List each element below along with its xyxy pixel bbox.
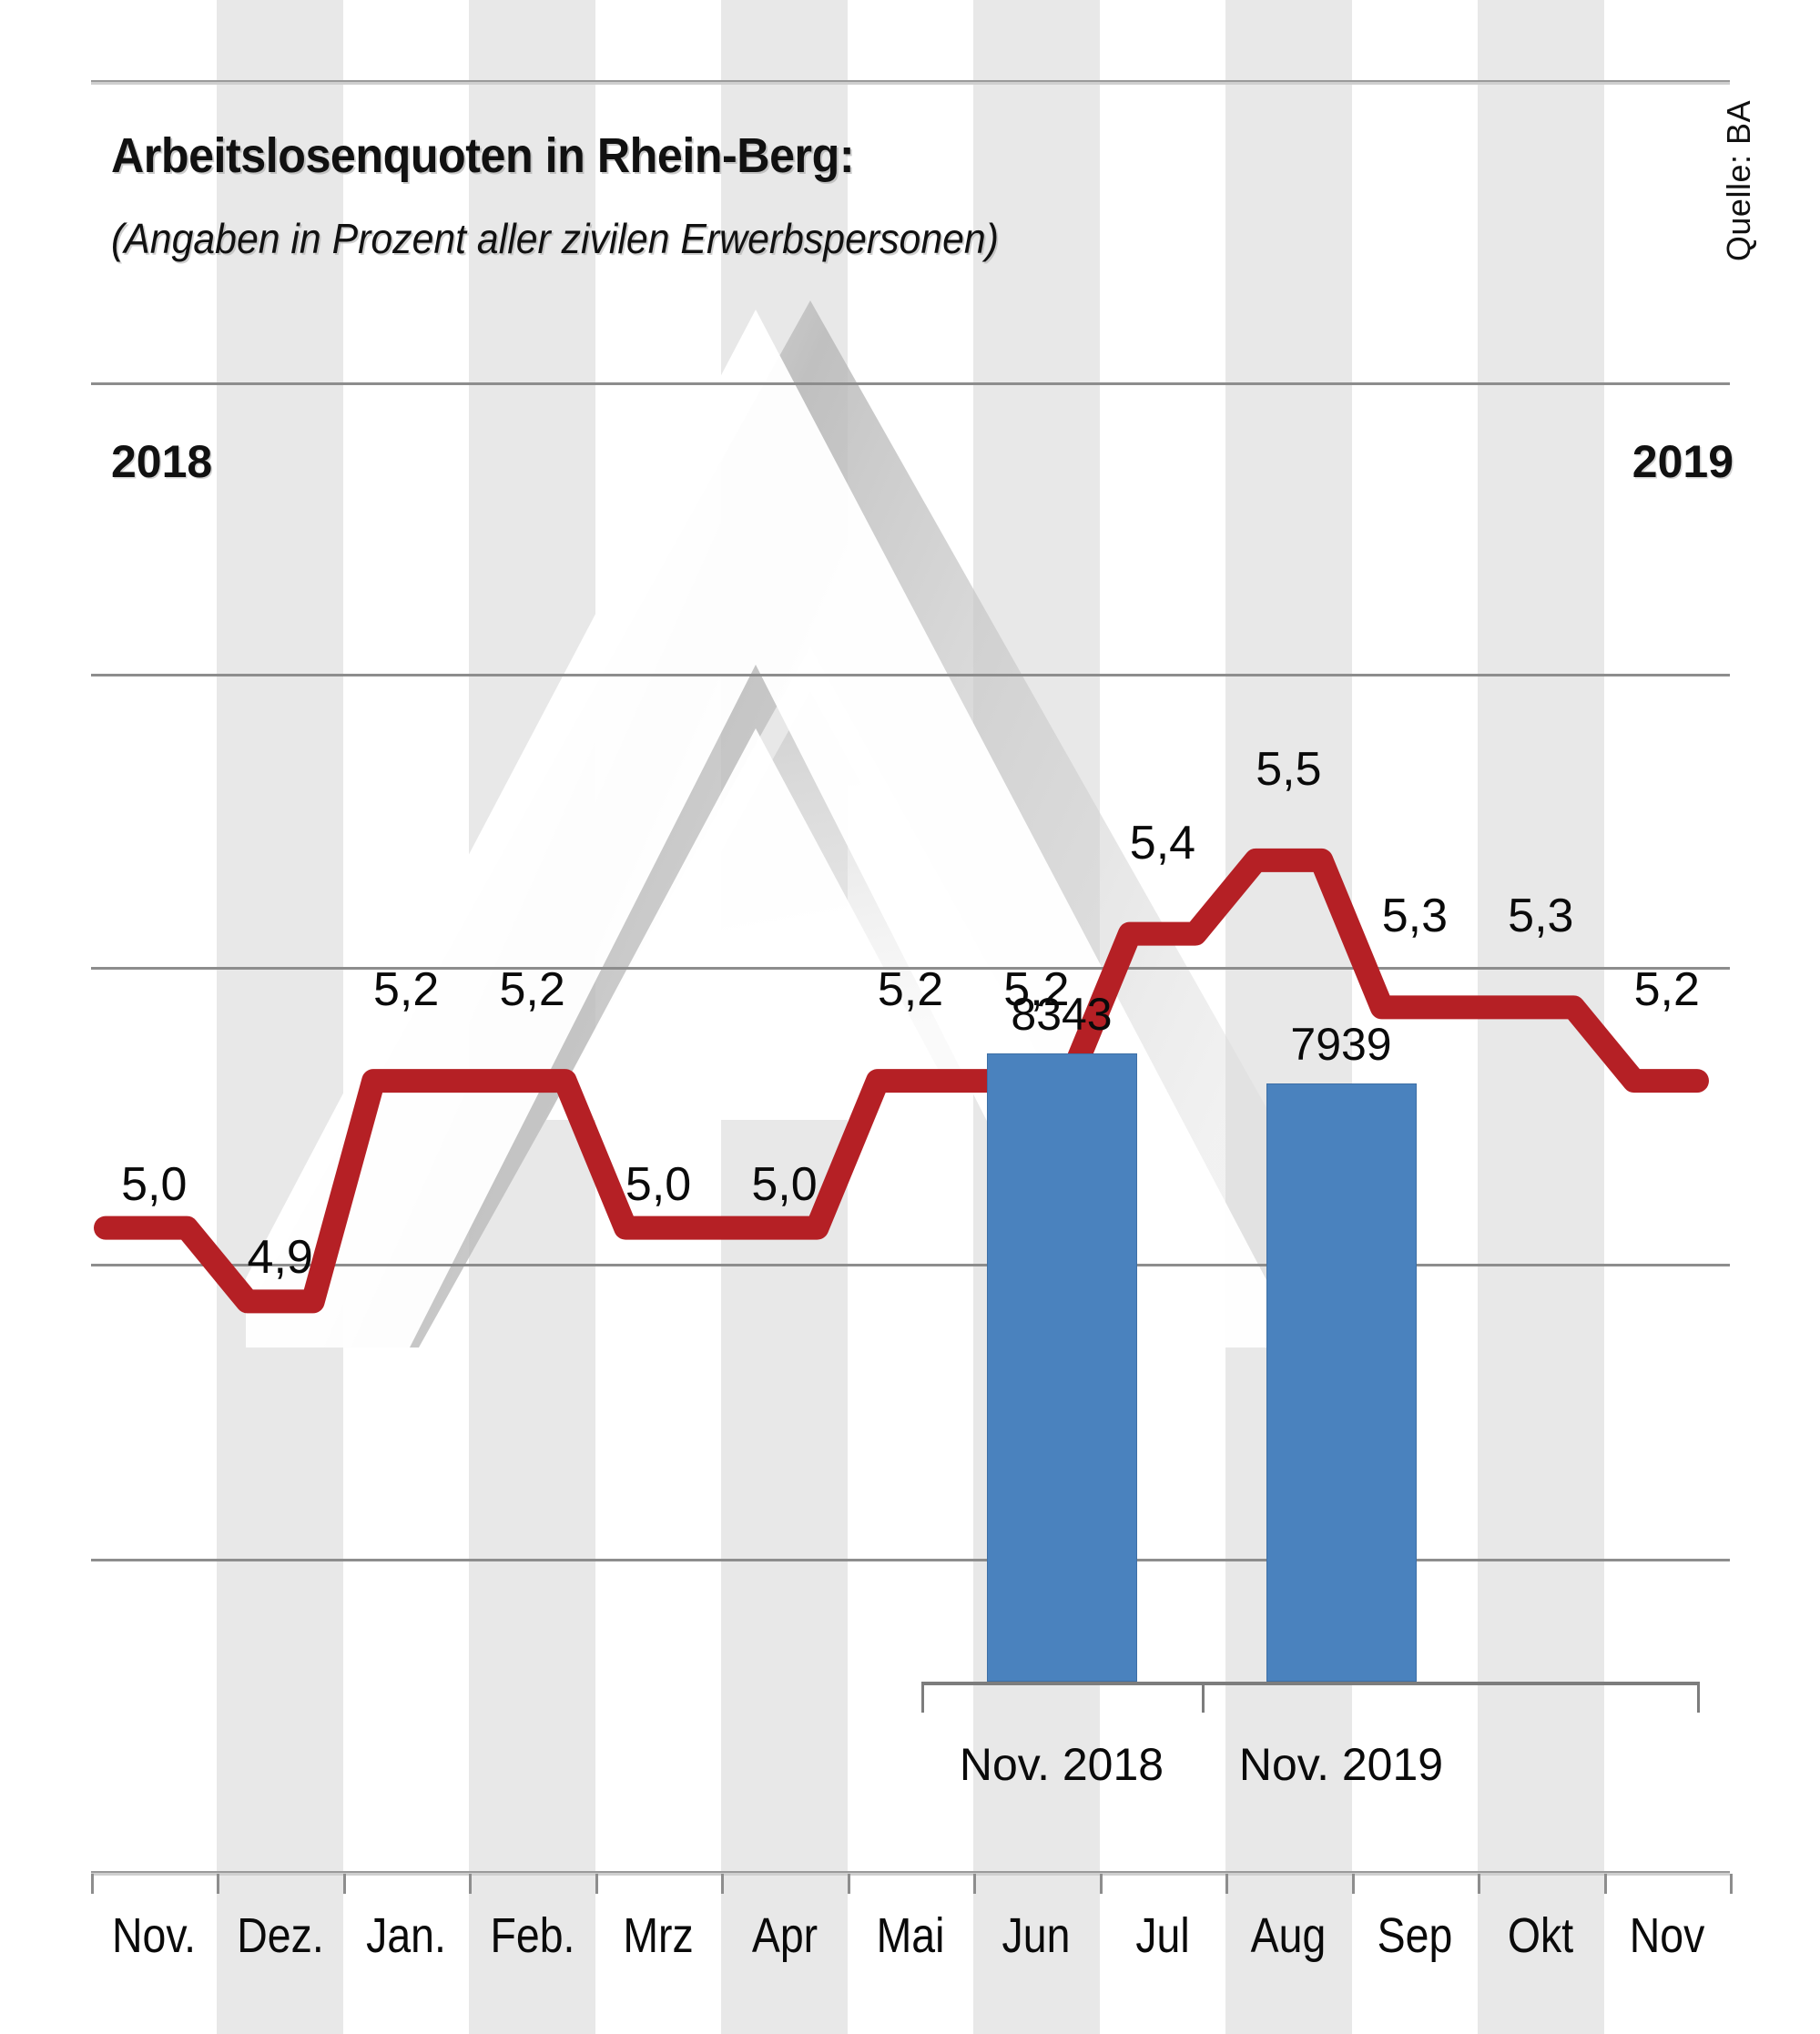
x-axis-tick [1478,1874,1481,1894]
line-value-label: 4,9 [247,1231,313,1285]
background-band [1225,0,1352,2034]
x-axis-tick [217,1874,220,1894]
line-value-label: 5,4 [1129,816,1196,870]
x-axis-tick [1603,1874,1607,1894]
source-label: Quelle: BA [1720,100,1757,262]
line-value-label: 5,2 [1003,963,1070,1017]
x-axis-label: Nov [1629,1908,1705,1963]
x-axis-label: Aug [1251,1908,1327,1963]
line-value-label: 5,3 [1381,890,1448,943]
background-band [721,0,848,2034]
line-value-label: 5,5 [1256,742,1322,796]
gridline-2 [91,674,1730,676]
gridline-5 [91,1559,1730,1561]
x-axis-tick [721,1874,725,1894]
bar-value-label: 8343 [1011,989,1113,1040]
background-band [1478,0,1604,2034]
x-axis-label: Sep [1377,1908,1453,1963]
x-axis-label: Okt [1508,1908,1574,1963]
line-value-label: 5,2 [499,963,565,1017]
gridline-4 [91,1264,1730,1266]
x-axis-tick [469,1874,473,1894]
x-axis-tick [1099,1874,1103,1894]
x-axis-tick [1225,1874,1229,1894]
page-subtitle: (Angaben in Prozent aller zivilen Erwerb… [111,215,999,262]
line-value-label: 5,2 [877,963,944,1017]
bar-category-label: Nov. 2018 [959,1739,1164,1790]
bar-axis-mid-tick [1202,1682,1205,1713]
top-rule [91,80,1730,85]
x-axis-tick [595,1874,598,1894]
gridline-1 [91,382,1730,385]
year-label-right: 2019 [1632,436,1734,487]
x-axis-label: Feb. [490,1908,575,1963]
x-axis-label: Mai [876,1908,945,1963]
bar-1 [986,1053,1137,1682]
line-value-label: 5,0 [121,1157,188,1211]
x-axis-label: Jun [1002,1908,1071,1963]
line-value-label: 5,2 [372,963,440,1017]
x-axis-label: Mrz [623,1908,694,1963]
x-axis-tick [91,1874,94,1894]
line-value-label: 5,0 [625,1157,692,1211]
x-axis-label: Apr [751,1908,818,1963]
line-value-label: 5,2 [1633,963,1700,1017]
page-title: Arbeitslosenquoten in Rhein-Berg: [111,128,855,183]
x-axis-tick [1730,1874,1733,1894]
bar-value-label: 7939 [1290,1019,1392,1071]
line-value-label: 5,0 [751,1157,818,1211]
bar-category-label: Nov. 2019 [1238,1739,1444,1790]
x-axis-label: Jul [1135,1908,1190,1963]
background-band [217,0,343,2034]
x-axis-tick [342,1874,346,1894]
x-axis-tick [1351,1874,1355,1894]
x-axis-tick [973,1874,977,1894]
x-axis-label: Dez. [236,1908,324,1963]
x-axis-label: Jan. [366,1908,447,1963]
bottom-rule [91,1871,1730,1876]
x-axis-label: Nov. [112,1908,197,1963]
x-axis-tick [847,1874,850,1894]
bar-2 [1266,1083,1417,1682]
line-value-label: 5,3 [1508,890,1574,943]
bar-axis-bracket [921,1682,1700,1713]
year-label-left: 2018 [111,436,213,487]
